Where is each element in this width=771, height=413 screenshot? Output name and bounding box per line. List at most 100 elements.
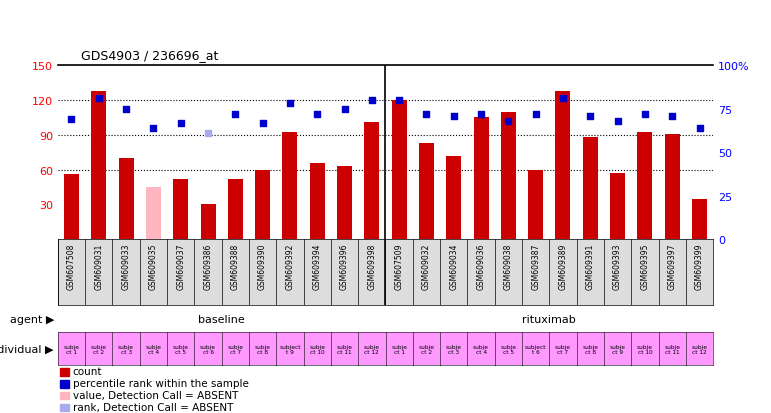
Text: subje
ct 5: subje ct 5 bbox=[500, 344, 517, 354]
Point bbox=[66, 116, 78, 123]
Bar bbox=[173, 179, 188, 240]
Text: GSM609393: GSM609393 bbox=[613, 243, 622, 289]
Text: GSM609032: GSM609032 bbox=[422, 243, 431, 289]
Text: GSM609038: GSM609038 bbox=[504, 243, 513, 289]
Text: subje
ct 7: subje ct 7 bbox=[555, 344, 571, 354]
Text: baseline: baseline bbox=[198, 314, 245, 324]
Point bbox=[257, 120, 269, 127]
Bar bbox=[200, 205, 216, 240]
Bar bbox=[473, 118, 489, 240]
Bar bbox=[365, 123, 379, 240]
Bar bbox=[610, 173, 625, 240]
Bar bbox=[282, 133, 298, 240]
Text: subje
ct 8: subje ct 8 bbox=[254, 344, 271, 354]
Bar bbox=[337, 167, 352, 240]
Bar bbox=[60, 404, 69, 411]
Text: value, Detection Call = ABSENT: value, Detection Call = ABSENT bbox=[72, 390, 238, 400]
Text: count: count bbox=[72, 366, 103, 376]
Point bbox=[638, 112, 651, 118]
Point bbox=[584, 113, 597, 120]
Text: GSM609391: GSM609391 bbox=[586, 243, 594, 289]
Bar bbox=[692, 199, 707, 240]
Bar bbox=[638, 133, 652, 240]
Text: GSM607508: GSM607508 bbox=[67, 243, 76, 289]
Bar bbox=[310, 163, 325, 240]
Bar bbox=[555, 92, 571, 240]
Bar bbox=[227, 179, 243, 240]
Text: GSM609396: GSM609396 bbox=[340, 243, 349, 289]
Point bbox=[174, 120, 187, 127]
Point bbox=[420, 112, 433, 118]
Point bbox=[338, 106, 351, 113]
Text: subje
ct 4: subje ct 4 bbox=[146, 344, 161, 354]
Text: GSM609388: GSM609388 bbox=[231, 243, 240, 289]
Text: subje
ct 10: subje ct 10 bbox=[637, 344, 653, 354]
Bar bbox=[665, 134, 680, 240]
Text: subje
ct 3: subje ct 3 bbox=[118, 344, 134, 354]
Point bbox=[475, 112, 487, 118]
Text: GSM607509: GSM607509 bbox=[395, 243, 404, 289]
Text: subje
ct 5: subje ct 5 bbox=[173, 344, 189, 354]
Text: subject
t 9: subject t 9 bbox=[279, 344, 301, 354]
Text: subje
ct 1: subje ct 1 bbox=[391, 344, 407, 354]
Bar bbox=[501, 112, 516, 240]
Text: GSM609389: GSM609389 bbox=[558, 243, 567, 289]
Point bbox=[311, 112, 323, 118]
Text: GSM609386: GSM609386 bbox=[204, 243, 213, 289]
Point bbox=[448, 113, 460, 120]
Text: rank, Detection Call = ABSENT: rank, Detection Call = ABSENT bbox=[72, 402, 233, 412]
Text: individual ▶: individual ▶ bbox=[0, 344, 54, 354]
Bar bbox=[419, 144, 434, 240]
Text: subje
ct 6: subje ct 6 bbox=[200, 344, 216, 354]
Text: subje
ct 12: subje ct 12 bbox=[364, 344, 380, 354]
Point bbox=[530, 112, 542, 118]
Text: subje
ct 9: subje ct 9 bbox=[610, 344, 625, 354]
Text: rituximab: rituximab bbox=[523, 314, 576, 324]
Point bbox=[502, 118, 514, 125]
Text: GDS4903 / 236696_at: GDS4903 / 236696_at bbox=[81, 49, 218, 62]
Point bbox=[557, 96, 569, 102]
Text: GSM609398: GSM609398 bbox=[367, 243, 376, 289]
Point bbox=[284, 101, 296, 107]
Point bbox=[611, 118, 624, 125]
Text: subje
ct 11: subje ct 11 bbox=[336, 344, 352, 354]
Bar bbox=[392, 101, 406, 240]
Text: subje
ct 2: subje ct 2 bbox=[419, 344, 435, 354]
Bar bbox=[583, 138, 598, 240]
Text: percentile rank within the sample: percentile rank within the sample bbox=[72, 378, 248, 388]
Bar bbox=[60, 368, 69, 376]
Point bbox=[202, 131, 214, 137]
Text: agent ▶: agent ▶ bbox=[9, 314, 54, 324]
Bar bbox=[64, 175, 79, 240]
Text: subje
ct 4: subje ct 4 bbox=[473, 344, 489, 354]
Text: GSM609031: GSM609031 bbox=[94, 243, 103, 289]
Text: GSM609397: GSM609397 bbox=[668, 243, 677, 289]
Text: subje
ct 12: subje ct 12 bbox=[692, 344, 708, 354]
Text: GSM609036: GSM609036 bbox=[476, 243, 486, 289]
Point bbox=[93, 96, 105, 102]
Text: subje
ct 10: subje ct 10 bbox=[309, 344, 325, 354]
Text: subje
ct 3: subje ct 3 bbox=[446, 344, 462, 354]
Bar bbox=[146, 188, 161, 240]
Text: GSM609392: GSM609392 bbox=[285, 243, 295, 289]
Text: subje
ct 7: subje ct 7 bbox=[227, 344, 244, 354]
Text: GSM609394: GSM609394 bbox=[313, 243, 322, 289]
Text: subje
ct 8: subje ct 8 bbox=[582, 344, 598, 354]
Text: subje
ct 1: subje ct 1 bbox=[63, 344, 79, 354]
Point bbox=[120, 106, 133, 113]
Point bbox=[393, 97, 406, 104]
Text: GSM609037: GSM609037 bbox=[177, 243, 185, 289]
Text: GSM609387: GSM609387 bbox=[531, 243, 540, 289]
Text: GSM609390: GSM609390 bbox=[258, 243, 267, 289]
Bar bbox=[528, 170, 544, 240]
Bar bbox=[119, 159, 133, 240]
Text: GSM609033: GSM609033 bbox=[122, 243, 130, 289]
Text: GSM609034: GSM609034 bbox=[449, 243, 458, 289]
Text: subje
ct 2: subje ct 2 bbox=[91, 344, 107, 354]
Point bbox=[229, 112, 241, 118]
Bar bbox=[60, 380, 69, 387]
Point bbox=[147, 125, 160, 132]
Bar bbox=[91, 92, 106, 240]
Text: GSM609395: GSM609395 bbox=[641, 243, 649, 289]
Bar bbox=[60, 392, 69, 399]
